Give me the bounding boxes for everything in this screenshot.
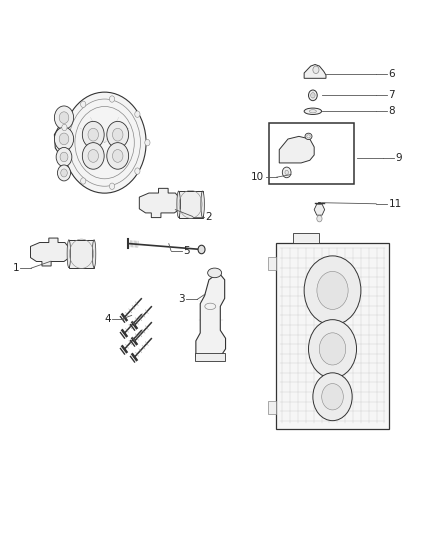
Circle shape bbox=[63, 92, 146, 193]
Text: 8: 8 bbox=[389, 106, 395, 116]
Circle shape bbox=[145, 140, 150, 146]
Bar bbox=[269, 123, 354, 184]
Circle shape bbox=[110, 183, 115, 189]
Polygon shape bbox=[196, 274, 226, 357]
Ellipse shape bbox=[177, 191, 180, 217]
Circle shape bbox=[60, 152, 68, 162]
Circle shape bbox=[107, 143, 129, 169]
Circle shape bbox=[59, 112, 69, 124]
Circle shape bbox=[322, 384, 343, 410]
Text: 6: 6 bbox=[389, 69, 395, 79]
Circle shape bbox=[317, 271, 348, 310]
Circle shape bbox=[57, 165, 71, 181]
Circle shape bbox=[110, 96, 115, 102]
Circle shape bbox=[54, 127, 74, 151]
Ellipse shape bbox=[92, 240, 96, 268]
Polygon shape bbox=[54, 106, 119, 174]
Ellipse shape bbox=[305, 133, 312, 140]
Text: 11: 11 bbox=[389, 199, 402, 209]
Polygon shape bbox=[304, 64, 326, 78]
Bar bbox=[179, 191, 203, 217]
Polygon shape bbox=[31, 238, 70, 266]
Circle shape bbox=[304, 256, 361, 325]
Polygon shape bbox=[314, 204, 325, 215]
Circle shape bbox=[317, 215, 322, 222]
Text: 9: 9 bbox=[395, 152, 402, 163]
Circle shape bbox=[313, 373, 352, 421]
Circle shape bbox=[62, 124, 67, 131]
Text: 3: 3 bbox=[178, 294, 185, 304]
Circle shape bbox=[56, 148, 72, 166]
Ellipse shape bbox=[304, 108, 321, 115]
Polygon shape bbox=[279, 136, 314, 163]
Circle shape bbox=[113, 128, 123, 141]
Circle shape bbox=[81, 178, 86, 184]
Circle shape bbox=[62, 155, 67, 161]
Circle shape bbox=[81, 101, 86, 108]
Ellipse shape bbox=[67, 240, 71, 268]
Ellipse shape bbox=[208, 268, 222, 278]
Text: 5: 5 bbox=[183, 246, 190, 255]
Circle shape bbox=[285, 170, 288, 174]
Circle shape bbox=[82, 143, 104, 169]
Polygon shape bbox=[293, 233, 319, 243]
Circle shape bbox=[59, 133, 69, 145]
Bar bbox=[276, 243, 389, 429]
Circle shape bbox=[311, 93, 315, 98]
Ellipse shape bbox=[201, 191, 205, 217]
Bar bbox=[69, 240, 94, 268]
Bar bbox=[268, 401, 276, 414]
Text: 4: 4 bbox=[104, 313, 111, 324]
Circle shape bbox=[107, 122, 129, 148]
Bar bbox=[195, 353, 225, 361]
Circle shape bbox=[308, 320, 357, 378]
Bar bbox=[268, 257, 276, 270]
Circle shape bbox=[283, 167, 291, 177]
Circle shape bbox=[308, 90, 317, 101]
Circle shape bbox=[82, 122, 104, 148]
Text: 7: 7 bbox=[389, 90, 395, 100]
Circle shape bbox=[113, 150, 123, 163]
Text: 1: 1 bbox=[12, 263, 19, 273]
Circle shape bbox=[319, 333, 346, 365]
Text: 10: 10 bbox=[251, 172, 265, 182]
Circle shape bbox=[135, 111, 140, 117]
Ellipse shape bbox=[309, 110, 316, 113]
Circle shape bbox=[198, 245, 205, 254]
Circle shape bbox=[313, 66, 319, 74]
Circle shape bbox=[61, 169, 67, 177]
Circle shape bbox=[135, 168, 140, 174]
Text: 2: 2 bbox=[205, 212, 212, 222]
Polygon shape bbox=[139, 188, 180, 217]
Circle shape bbox=[88, 128, 99, 141]
Circle shape bbox=[88, 150, 99, 163]
Circle shape bbox=[54, 106, 74, 130]
